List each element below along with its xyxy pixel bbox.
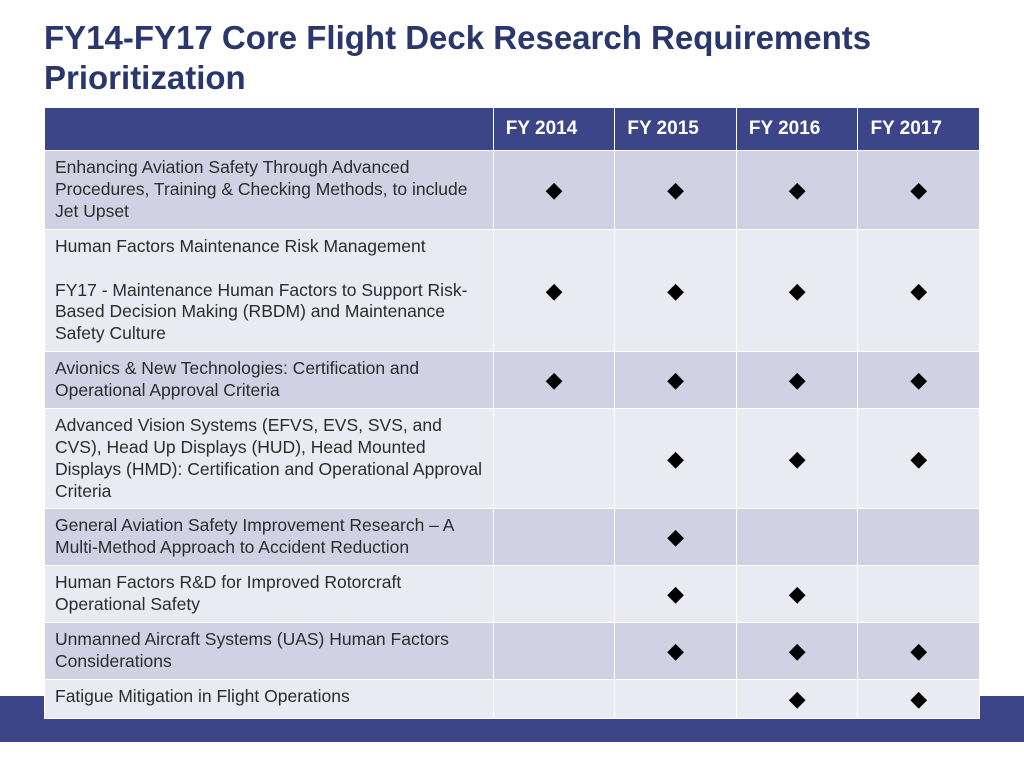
mark-cell — [615, 509, 737, 566]
table-row: Human Factors Maintenance Risk Managemen… — [45, 229, 980, 351]
row-label: Avionics & New Technologies: Certificati… — [45, 352, 494, 409]
mark-cell — [493, 622, 615, 679]
row-label: Advanced Vision Systems (EFVS, EVS, SVS,… — [45, 408, 494, 509]
diamond-icon — [910, 367, 927, 392]
mark-cell — [615, 566, 737, 623]
mark-cell — [736, 622, 858, 679]
table-row: Human Factors R&D for Improved Rotorcraf… — [45, 566, 980, 623]
diamond-icon — [667, 524, 684, 549]
table-row: Avionics & New Technologies: Certificati… — [45, 352, 980, 409]
diamond-icon — [789, 686, 806, 711]
mark-cell — [736, 408, 858, 509]
diamond-icon — [667, 581, 684, 606]
mark-cell — [858, 352, 980, 409]
slide: FY14-FY17 Core Flight Deck Research Requ… — [0, 0, 1024, 768]
mark-cell — [858, 408, 980, 509]
table-header: FY 2014 FY 2015 FY 2016 FY 2017 — [45, 108, 980, 151]
diamond-icon — [910, 278, 927, 303]
row-label: Fatigue Mitigation in Flight Operations — [45, 679, 494, 718]
diamond-icon — [546, 367, 563, 392]
diamond-icon — [910, 638, 927, 663]
mark-cell — [493, 229, 615, 351]
diamond-icon — [789, 581, 806, 606]
header-fy2014: FY 2014 — [493, 108, 615, 151]
mark-cell — [736, 352, 858, 409]
diamond-icon — [789, 446, 806, 471]
row-label: Enhancing Aviation Safety Through Advanc… — [45, 151, 494, 230]
header-fy2017: FY 2017 — [858, 108, 980, 151]
mark-cell — [858, 679, 980, 718]
mark-cell — [858, 509, 980, 566]
diamond-icon — [667, 638, 684, 663]
row-label: Human Factors R&D for Improved Rotorcraf… — [45, 566, 494, 623]
mark-cell — [615, 679, 737, 718]
mark-cell — [493, 352, 615, 409]
diamond-icon — [910, 446, 927, 471]
table-row: Advanced Vision Systems (EFVS, EVS, SVS,… — [45, 408, 980, 509]
mark-cell — [615, 408, 737, 509]
diamond-icon — [789, 278, 806, 303]
mark-cell — [736, 509, 858, 566]
diamond-icon — [789, 638, 806, 663]
table-body: Enhancing Aviation Safety Through Advanc… — [45, 151, 980, 719]
header-fy2016: FY 2016 — [736, 108, 858, 151]
mark-cell — [493, 509, 615, 566]
mark-cell — [493, 566, 615, 623]
table-row: Enhancing Aviation Safety Through Advanc… — [45, 151, 980, 230]
mark-cell — [736, 229, 858, 351]
mark-cell — [615, 151, 737, 230]
diamond-icon — [789, 177, 806, 202]
mark-cell — [736, 566, 858, 623]
mark-cell — [736, 679, 858, 718]
slide-title: FY14-FY17 Core Flight Deck Research Requ… — [44, 18, 980, 97]
diamond-icon — [667, 367, 684, 392]
mark-cell — [493, 408, 615, 509]
priorities-table: FY 2014 FY 2015 FY 2016 FY 2017 Enhancin… — [44, 107, 980, 719]
row-label: Unmanned Aircraft Systems (UAS) Human Fa… — [45, 622, 494, 679]
table-row: General Aviation Safety Improvement Rese… — [45, 509, 980, 566]
mark-cell — [493, 151, 615, 230]
mark-cell — [615, 352, 737, 409]
table-row: Unmanned Aircraft Systems (UAS) Human Fa… — [45, 622, 980, 679]
mark-cell — [858, 566, 980, 623]
header-blank — [45, 108, 494, 151]
diamond-icon — [910, 177, 927, 202]
diamond-icon — [667, 278, 684, 303]
mark-cell — [615, 229, 737, 351]
mark-cell — [615, 622, 737, 679]
mark-cell — [858, 622, 980, 679]
diamond-icon — [546, 278, 563, 303]
mark-cell — [493, 679, 615, 718]
mark-cell — [858, 151, 980, 230]
table-row: Fatigue Mitigation in Flight Operations — [45, 679, 980, 718]
mark-cell — [736, 151, 858, 230]
row-label: Human Factors Maintenance Risk Managemen… — [45, 229, 494, 351]
diamond-icon — [910, 686, 927, 711]
diamond-icon — [667, 177, 684, 202]
mark-cell — [858, 229, 980, 351]
header-fy2015: FY 2015 — [615, 108, 737, 151]
row-label: General Aviation Safety Improvement Rese… — [45, 509, 494, 566]
diamond-icon — [667, 446, 684, 471]
diamond-icon — [789, 367, 806, 392]
diamond-icon — [546, 177, 563, 202]
